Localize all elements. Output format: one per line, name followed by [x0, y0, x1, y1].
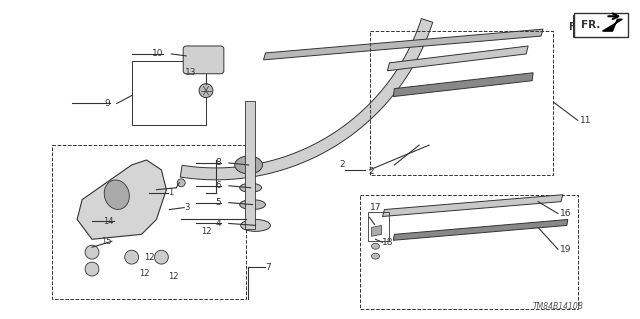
- Text: 17: 17: [369, 203, 381, 212]
- Text: 2: 2: [340, 160, 346, 169]
- Polygon shape: [383, 195, 563, 217]
- Polygon shape: [394, 219, 568, 240]
- Text: 16: 16: [560, 209, 572, 218]
- Ellipse shape: [199, 84, 213, 98]
- Text: 15: 15: [101, 237, 112, 246]
- Text: 19: 19: [560, 245, 572, 254]
- FancyBboxPatch shape: [183, 46, 224, 74]
- Text: 11: 11: [580, 116, 591, 125]
- Polygon shape: [77, 160, 166, 239]
- Bar: [367, 211, 389, 241]
- Text: 12: 12: [168, 272, 179, 281]
- Circle shape: [177, 179, 185, 187]
- Circle shape: [125, 250, 139, 264]
- Circle shape: [85, 262, 99, 276]
- Text: 14: 14: [103, 217, 114, 226]
- Text: 5: 5: [215, 198, 221, 207]
- Text: 6: 6: [215, 181, 221, 190]
- Text: 3: 3: [184, 203, 189, 212]
- Bar: [132, 61, 206, 125]
- Ellipse shape: [240, 183, 262, 192]
- Ellipse shape: [235, 156, 262, 174]
- Polygon shape: [387, 46, 528, 71]
- Text: TM84B1410B: TM84B1410B: [532, 302, 584, 311]
- Ellipse shape: [104, 180, 129, 209]
- Text: 9: 9: [104, 99, 110, 108]
- Circle shape: [154, 250, 168, 264]
- Bar: [574, 13, 628, 37]
- Text: FR.: FR.: [568, 22, 586, 32]
- Text: 4: 4: [215, 219, 221, 228]
- Polygon shape: [264, 29, 543, 60]
- Text: 12: 12: [139, 270, 150, 278]
- Text: 7: 7: [266, 263, 271, 271]
- Ellipse shape: [241, 219, 271, 231]
- Text: 2: 2: [369, 167, 374, 176]
- Ellipse shape: [372, 243, 380, 249]
- Polygon shape: [394, 73, 533, 97]
- Polygon shape: [602, 19, 622, 31]
- Text: 10: 10: [152, 49, 163, 58]
- Text: 12: 12: [201, 227, 212, 236]
- Ellipse shape: [240, 200, 266, 210]
- Polygon shape: [180, 19, 433, 180]
- Bar: [369, 31, 553, 175]
- Bar: [360, 195, 578, 309]
- Text: FR.: FR.: [580, 20, 600, 30]
- Polygon shape: [372, 226, 381, 236]
- Bar: [573, 15, 622, 37]
- Text: FR.: FR.: [578, 21, 596, 31]
- Text: 1: 1: [168, 188, 173, 197]
- Bar: [52, 145, 246, 299]
- Text: 18: 18: [383, 238, 394, 247]
- Circle shape: [85, 245, 99, 259]
- Text: 8: 8: [215, 159, 221, 167]
- Text: 13: 13: [184, 68, 196, 77]
- Bar: [244, 100, 255, 229]
- Text: 12: 12: [144, 253, 154, 262]
- Ellipse shape: [372, 253, 380, 259]
